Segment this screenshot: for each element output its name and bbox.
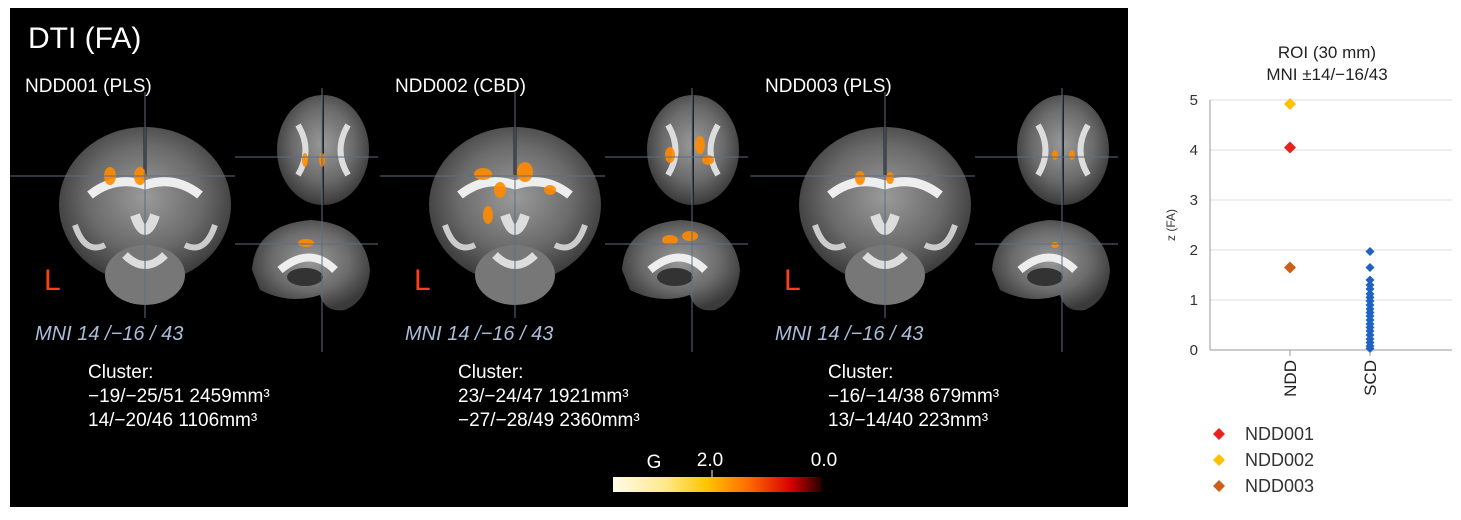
chart: ROI (30 mm) MNI ±14/−16/43 z (FA) 0 1 2 3 4 5…: [1164, 43, 1452, 496]
legend-label: NDD001: [1245, 424, 1314, 444]
subject-label: NDD001 (PLS): [25, 76, 152, 97]
point: [1284, 98, 1296, 110]
activation-blob: [886, 172, 894, 184]
activation-blob: [483, 206, 493, 224]
activation-blob: [662, 235, 678, 245]
cluster-line: 23/−24/47 1921mm³: [458, 386, 629, 407]
x-tick-label: SCD: [1361, 360, 1380, 396]
point: [1365, 247, 1375, 256]
side-marker: L: [44, 264, 61, 297]
activation-blob: [474, 168, 492, 180]
y-tick-label: 1: [1190, 292, 1198, 309]
axial-slice: [277, 95, 369, 205]
point: [1284, 261, 1296, 274]
subject-label: NDD002 (CBD): [395, 76, 526, 97]
mni-label: MNI 14 /−16 / 43: [35, 323, 183, 345]
cluster-line: 13/−14/40 223mm³: [828, 410, 988, 431]
side-marker: L: [414, 264, 431, 297]
mni-label: MNI 14 /−16 / 43: [405, 323, 553, 345]
subject-label: NDD003 (PLS): [765, 76, 892, 97]
activation-blob: [302, 153, 308, 167]
mni-label: MNI 14 /−16 / 43: [775, 323, 923, 345]
y-tick-label: 3: [1190, 192, 1198, 209]
activation-blob: [544, 185, 556, 195]
legend-label: NDD002: [1245, 450, 1314, 470]
y-tick-label: 5: [1190, 92, 1198, 109]
cluster-heading: Cluster:: [458, 362, 523, 383]
y-tick-label: 0: [1190, 342, 1198, 359]
activation-blob: [1051, 242, 1059, 248]
x-tick-label: NDD: [1281, 360, 1300, 397]
colorbar: [613, 477, 822, 492]
subject-panel: NDD001 (PLS) L MNI 14 /−16 / 43 Cluster: −19…: [10, 76, 378, 431]
activation-blob: [695, 136, 705, 154]
subject-panel: NDD002 (CBD) L MNI 14 /−16 / 43 Cluster: 23/…: [380, 76, 748, 431]
subject-panels: NDD001 (PLS) L MNI 14 /−16 / 43 Cluster: −19…: [10, 76, 1118, 431]
axial-slice: [1017, 95, 1109, 205]
cluster-heading: Cluster:: [88, 362, 153, 383]
cluster-line: 14/−20/46 1106mm³: [88, 410, 257, 431]
cluster-line: −16/−14/38 679mm³: [828, 386, 999, 407]
chart-title: ROI (30 mm): [1278, 43, 1376, 62]
activation-blob: [298, 239, 314, 247]
cluster-line: −19/−25/51 2459mm³: [88, 386, 270, 407]
activation-blob: [855, 171, 865, 185]
figure-title: DTI (FA): [28, 22, 141, 55]
legend-label: NDD003: [1245, 476, 1314, 496]
point: [1365, 263, 1375, 272]
y-tick-label: 4: [1190, 142, 1198, 159]
activation-blob: [1052, 150, 1058, 160]
cluster-heading: Cluster:: [828, 362, 893, 383]
y-axis-label: z (FA): [1164, 209, 1178, 241]
legend-marker: [1213, 480, 1225, 492]
activation-blob: [494, 182, 506, 198]
colorbar-label: 2.0: [697, 450, 723, 471]
colorbar-label: 0.0: [811, 450, 837, 471]
point: [1365, 284, 1375, 294]
point: [1284, 141, 1296, 154]
activation-blob: [1069, 150, 1075, 160]
point: [1365, 344, 1375, 353]
colorbar-label: G: [647, 452, 662, 473]
y-tick-label: 2: [1190, 242, 1198, 259]
axial-slice: [647, 95, 739, 205]
activation-blob: [665, 147, 675, 163]
chart-subtitle: MNI ±14/−16/43: [1266, 65, 1387, 84]
legend-marker: [1213, 454, 1225, 466]
subject-panel: NDD003 (PLS) L MNI 14 /−16 / 43 Cluster: −16…: [750, 76, 1118, 431]
activation-blob: [682, 231, 698, 241]
cluster-line: −27/−28/49 2360mm³: [458, 410, 640, 431]
side-marker: L: [784, 264, 801, 297]
point: [1365, 275, 1375, 285]
activation-blob: [517, 162, 533, 182]
legend-marker: [1213, 428, 1225, 440]
